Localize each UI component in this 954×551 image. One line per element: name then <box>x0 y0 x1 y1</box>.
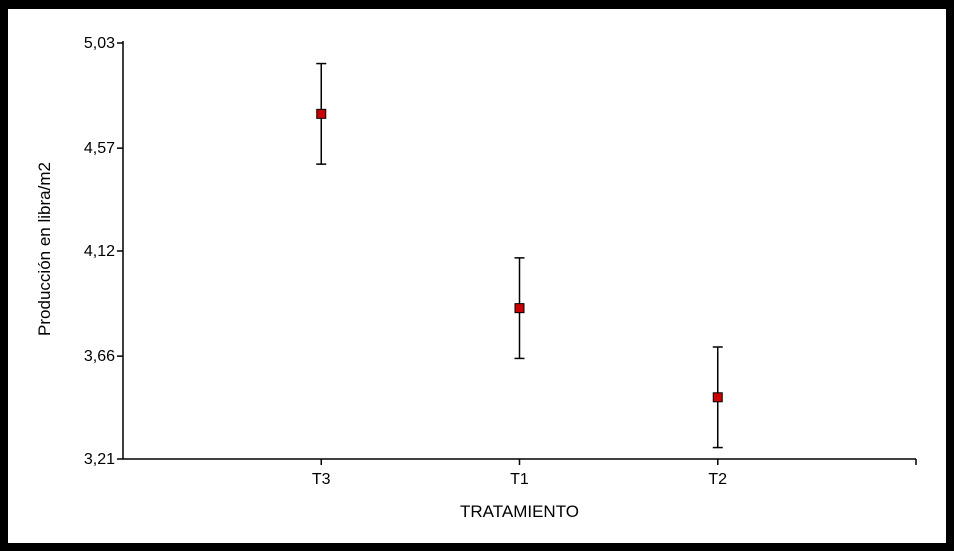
y-tick-label: 3,21 <box>84 451 115 468</box>
axes <box>122 41 917 465</box>
y-axis-title: Producción en libra/m2 <box>35 162 54 336</box>
y-tick-label: 3,66 <box>84 348 115 365</box>
x-tick-label: T3 <box>312 471 331 488</box>
y-ticks: 3,21 3,66 4,12 4,57 5,03 <box>84 35 123 468</box>
x-tick-label: T1 <box>510 471 529 488</box>
y-tick-label: 4,12 <box>84 243 115 260</box>
y-tick-label: 5,03 <box>84 35 115 52</box>
mean-point-T2 <box>712 392 723 403</box>
y-tick-label: 4,57 <box>84 140 115 157</box>
chart-frame <box>8 9 946 543</box>
x-ticks: T3 T1 T2 <box>312 459 727 488</box>
x-tick-label: T2 <box>708 471 727 488</box>
data-marks <box>316 62 723 449</box>
mean-point-T3 <box>316 108 327 119</box>
x-axis-title: TRATAMIENTO <box>460 502 579 521</box>
mean-point-T1 <box>514 303 525 314</box>
